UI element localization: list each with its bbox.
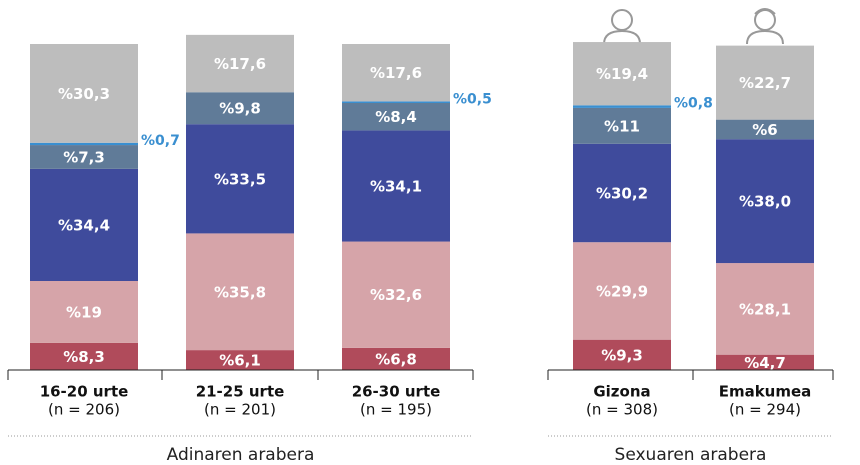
value-label: %32,6 — [370, 286, 422, 304]
bar-segment — [30, 44, 138, 143]
female-icon-body — [746, 29, 784, 45]
value-label: %11 — [604, 117, 640, 135]
bar-segment — [30, 142, 138, 146]
bar-segment — [716, 45, 814, 120]
category-label: 21-25 urte — [196, 383, 285, 401]
bar-segment — [573, 143, 671, 243]
group-label: Sexuaren arabera — [615, 445, 767, 465]
value-label: %6,8 — [375, 350, 417, 368]
value-label: %35,8 — [214, 283, 266, 301]
bar-segment — [716, 139, 814, 264]
value-label: %9,3 — [601, 346, 643, 364]
value-label: %38,0 — [739, 193, 791, 211]
value-label: %34,1 — [370, 177, 422, 195]
sample-size: (n = 308) — [586, 401, 658, 419]
value-label: %0,8 — [674, 95, 713, 111]
value-label: %30,3 — [58, 85, 110, 103]
value-label: %33,5 — [214, 170, 266, 188]
bar-segment — [573, 42, 671, 106]
male-icon-head — [611, 9, 633, 31]
category-label: 26-30 urte — [352, 383, 441, 401]
bar-segment — [30, 342, 138, 370]
value-label: %30,2 — [596, 184, 648, 202]
value-label: %19 — [66, 303, 102, 321]
female-icon-hair — [754, 8, 776, 15]
bar-segment — [716, 119, 814, 140]
category-label: Emakumea — [719, 383, 812, 401]
group-label: Adinaren arabera — [167, 445, 315, 465]
bar-segment — [342, 130, 450, 242]
value-label: %0,5 — [453, 91, 492, 107]
gender-icons — [603, 8, 784, 45]
value-label: %8,4 — [375, 108, 417, 126]
bar-segment — [186, 34, 294, 93]
sample-size: (n = 294) — [729, 401, 801, 419]
bar-segment — [30, 145, 138, 169]
bar-segment — [342, 44, 450, 102]
bar-segment — [716, 263, 814, 355]
value-label: %6,1 — [219, 352, 261, 370]
category-label: Gizona — [593, 383, 650, 401]
bar-segment — [342, 347, 450, 370]
bar-segment — [30, 281, 138, 343]
bar-segment — [186, 124, 294, 234]
bar-segment — [30, 168, 138, 282]
female-icon-head — [754, 9, 776, 31]
bar-segment — [186, 350, 294, 370]
value-label: %28,1 — [739, 300, 791, 318]
sample-size: (n = 201) — [204, 401, 276, 419]
value-label: %29,9 — [596, 282, 648, 300]
value-label: %17,6 — [214, 55, 266, 73]
male-icon-body — [603, 29, 641, 45]
bar-segment — [342, 101, 450, 104]
bar-segment — [716, 354, 814, 370]
bar-segment — [342, 103, 450, 131]
bar-segment — [573, 339, 671, 370]
value-label: %22,7 — [739, 74, 791, 92]
bar-segment — [342, 241, 450, 348]
sample-size: (n = 195) — [360, 401, 432, 419]
value-label: %34,4 — [58, 216, 110, 234]
sample-size: (n = 206) — [48, 401, 120, 419]
bar-segment — [573, 242, 671, 340]
value-label: %8,3 — [63, 348, 105, 366]
value-label: %4,7 — [744, 354, 786, 372]
value-label: %6 — [752, 121, 777, 139]
value-label: %0,7 — [141, 133, 180, 149]
bar-segment — [186, 92, 294, 125]
value-label: %17,6 — [370, 64, 422, 82]
bar-segment — [573, 105, 671, 108]
value-label: %19,4 — [596, 65, 648, 83]
value-label: %9,8 — [219, 100, 261, 118]
bar-segment — [186, 233, 294, 351]
bar-segment — [573, 107, 671, 144]
value-label: %7,3 — [63, 148, 105, 166]
category-label: 16-20 urte — [40, 383, 129, 401]
